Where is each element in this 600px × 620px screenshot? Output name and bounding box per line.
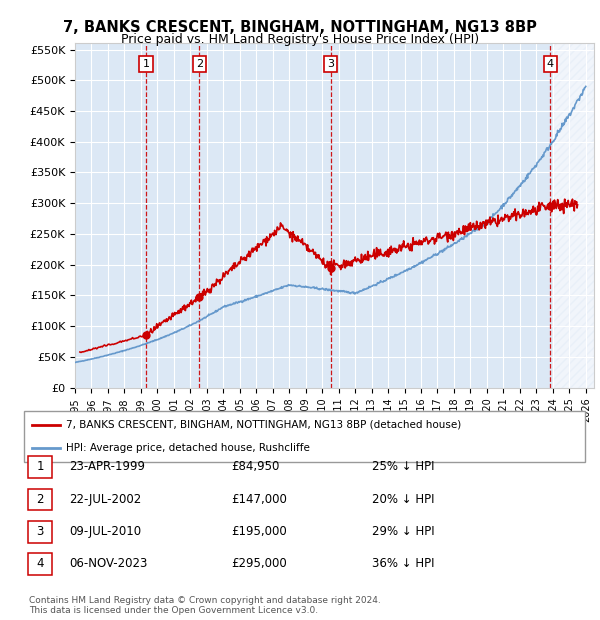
FancyBboxPatch shape	[24, 411, 585, 462]
Text: 23-APR-1999: 23-APR-1999	[69, 461, 145, 473]
Text: £147,000: £147,000	[231, 493, 287, 505]
Bar	[553, 43, 600, 388]
Text: 22-JUL-2002: 22-JUL-2002	[69, 493, 141, 505]
Text: 7, BANKS CRESCENT, BINGHAM, NOTTINGHAM, NG13 8BP (detached house): 7, BANKS CRESCENT, BINGHAM, NOTTINGHAM, …	[66, 420, 461, 430]
Text: 2: 2	[196, 59, 203, 69]
Text: Price paid vs. HM Land Registry's House Price Index (HPI): Price paid vs. HM Land Registry's House …	[121, 33, 479, 46]
Text: 1: 1	[37, 461, 44, 473]
Text: Contains HM Land Registry data © Crown copyright and database right 2024.
This d: Contains HM Land Registry data © Crown c…	[29, 596, 380, 615]
Text: 4: 4	[547, 59, 554, 69]
Text: 4: 4	[37, 557, 44, 570]
Bar	[553, 43, 600, 388]
Text: £84,950: £84,950	[231, 461, 280, 473]
Text: 29% ↓ HPI: 29% ↓ HPI	[372, 525, 434, 538]
Text: 09-JUL-2010: 09-JUL-2010	[69, 525, 141, 538]
Text: 06-NOV-2023: 06-NOV-2023	[69, 557, 148, 570]
Text: £295,000: £295,000	[231, 557, 287, 570]
Text: 3: 3	[37, 525, 44, 538]
Text: 36% ↓ HPI: 36% ↓ HPI	[372, 557, 434, 570]
Text: 25% ↓ HPI: 25% ↓ HPI	[372, 461, 434, 473]
Text: 2: 2	[37, 493, 44, 505]
Text: 20% ↓ HPI: 20% ↓ HPI	[372, 493, 434, 505]
Text: HPI: Average price, detached house, Rushcliffe: HPI: Average price, detached house, Rush…	[66, 443, 310, 453]
Text: 3: 3	[327, 59, 334, 69]
Text: 1: 1	[142, 59, 149, 69]
Text: 7, BANKS CRESCENT, BINGHAM, NOTTINGHAM, NG13 8BP: 7, BANKS CRESCENT, BINGHAM, NOTTINGHAM, …	[63, 20, 537, 35]
Text: £195,000: £195,000	[231, 525, 287, 538]
